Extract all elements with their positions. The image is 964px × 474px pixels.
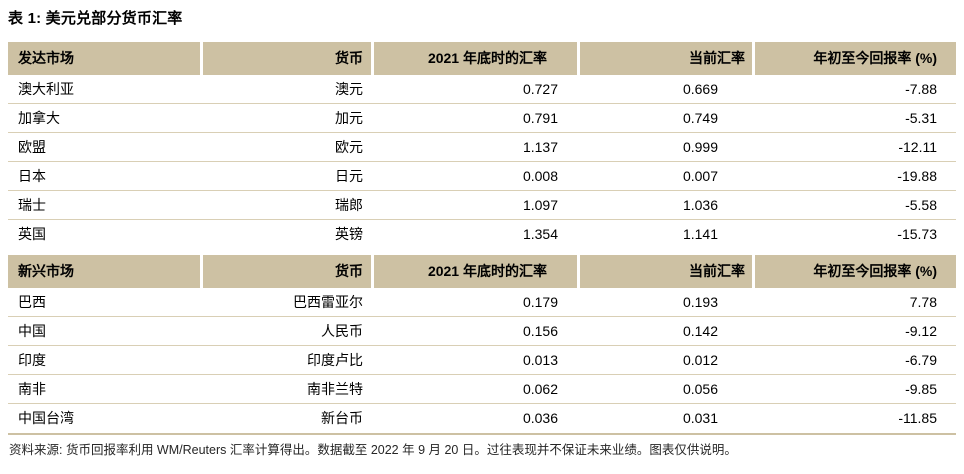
currency-cell: 英镑 xyxy=(203,220,374,249)
market-cell: 加拿大 xyxy=(8,104,203,132)
current-rate-cell: 1.141 xyxy=(580,220,755,249)
currency-cell: 人民币 xyxy=(203,317,374,345)
rate-2021-cell: 0.791 xyxy=(374,104,580,132)
current-rate-header-cell: 当前汇率 xyxy=(580,42,755,75)
emerging-header-row: 新兴市场 货币 2021 年底时的汇率 当前汇率 年初至今回报率 (%) xyxy=(8,255,956,288)
table-row: 印度 印度卢比 0.013 0.012 -6.79 xyxy=(8,346,956,375)
currency-cell: 巴西雷亚尔 xyxy=(203,288,374,316)
ytd-return-cell: -5.58 xyxy=(905,197,937,213)
ytd-return-cell: -6.79 xyxy=(905,352,937,368)
market-cell: 中国 xyxy=(8,317,203,345)
ytd-return-cell: -5.31 xyxy=(905,110,937,126)
current-rate-cell: 1.036 xyxy=(580,191,755,219)
ytd-return-header-cell: 年初至今回报率 (%) xyxy=(755,255,956,288)
section-emerging-markets: 新兴市场 货币 2021 年底时的汇率 当前汇率 年初至今回报率 (%) 巴西 … xyxy=(8,255,957,435)
rate-2021-cell: 0.008 xyxy=(374,162,580,190)
rate-2021-cell: 0.156 xyxy=(374,317,580,345)
table-row: 中国台湾 新台币 0.036 0.031 -11.85 xyxy=(8,404,956,433)
section-developed-markets: 发达市场 货币 2021 年底时的汇率 当前汇率 年初至今回报率 (%) 澳大利… xyxy=(8,42,957,249)
market-header-cell: 发达市场 xyxy=(8,42,203,75)
current-rate-header-cell: 当前汇率 xyxy=(580,255,755,288)
current-rate-cell: 0.031 xyxy=(580,404,755,433)
table-row: 日本 日元 0.008 0.007 -19.88 xyxy=(8,162,956,191)
currency-header-cell: 货币 xyxy=(203,255,374,288)
currency-cell: 新台币 xyxy=(203,404,374,433)
emerging-rows: 巴西 巴西雷亚尔 0.179 0.193 7.78 中国 人民币 0.156 0… xyxy=(8,288,956,435)
table-row: 中国 人民币 0.156 0.142 -9.12 xyxy=(8,317,956,346)
table-row: 巴西 巴西雷亚尔 0.179 0.193 7.78 xyxy=(8,288,956,317)
market-cell: 英国 xyxy=(8,220,203,249)
ytd-return-cell: -11.85 xyxy=(898,410,937,426)
rate-2021-cell: 0.179 xyxy=(374,288,580,316)
market-cell: 欧盟 xyxy=(8,133,203,161)
developed-header-row: 发达市场 货币 2021 年底时的汇率 当前汇率 年初至今回报率 (%) xyxy=(8,42,956,75)
currency-cell: 瑞郎 xyxy=(203,191,374,219)
current-rate-cell: 0.012 xyxy=(580,346,755,374)
ytd-return-cell: -19.88 xyxy=(897,168,937,184)
market-cell: 印度 xyxy=(8,346,203,374)
market-cell: 中国台湾 xyxy=(8,404,203,433)
current-rate-cell: 0.007 xyxy=(580,162,755,190)
ytd-return-cell: -9.12 xyxy=(905,323,937,339)
market-cell: 澳大利亚 xyxy=(8,75,203,103)
rate-2021-header-cell: 2021 年底时的汇率 xyxy=(374,255,580,288)
market-cell: 南非 xyxy=(8,375,203,403)
currency-cell: 加元 xyxy=(203,104,374,132)
table-row: 欧盟 欧元 1.137 0.999 -12.11 xyxy=(8,133,956,162)
currency-header-cell: 货币 xyxy=(203,42,374,75)
ytd-return-header-cell: 年初至今回报率 (%) xyxy=(755,42,956,75)
table-row: 英国 英镑 1.354 1.141 -15.73 xyxy=(8,220,956,249)
report-table-figure: 表 1: 美元兑部分货币汇率 发达市场 货币 2021 年底时的汇率 当前汇率 … xyxy=(8,10,957,457)
currency-cell: 日元 xyxy=(203,162,374,190)
table-row: 瑞士 瑞郎 1.097 1.036 -5.58 xyxy=(8,191,956,220)
source-note: 资料来源: 货币回报率利用 WM/Reuters 汇率计算得出。数据截至 202… xyxy=(9,443,737,457)
currency-cell: 澳元 xyxy=(203,75,374,103)
current-rate-cell: 0.142 xyxy=(580,317,755,345)
rate-2021-cell: 0.062 xyxy=(374,375,580,403)
ytd-return-cell: -12.11 xyxy=(898,139,937,155)
rate-2021-cell: 0.727 xyxy=(374,75,580,103)
rate-2021-cell: 1.354 xyxy=(374,220,580,249)
rate-2021-cell: 0.013 xyxy=(374,346,580,374)
market-cell: 瑞士 xyxy=(8,191,203,219)
currency-cell: 欧元 xyxy=(203,133,374,161)
current-rate-cell: 0.669 xyxy=(580,75,755,103)
current-rate-cell: 0.056 xyxy=(580,375,755,403)
market-cell: 日本 xyxy=(8,162,203,190)
current-rate-cell: 0.749 xyxy=(580,104,755,132)
table-title: 表 1: 美元兑部分货币汇率 xyxy=(8,10,183,27)
table-row: 南非 南非兰特 0.062 0.056 -9.85 xyxy=(8,375,956,404)
rate-2021-cell: 0.036 xyxy=(374,404,580,433)
ytd-return-cell: -15.73 xyxy=(897,226,937,242)
fx-rates-table: 发达市场 货币 2021 年底时的汇率 当前汇率 年初至今回报率 (%) 澳大利… xyxy=(8,42,957,435)
table-row: 澳大利亚 澳元 0.727 0.669 -7.88 xyxy=(8,75,956,104)
current-rate-cell: 0.999 xyxy=(580,133,755,161)
rate-2021-header-cell: 2021 年底时的汇率 xyxy=(374,42,580,75)
table-row: 加拿大 加元 0.791 0.749 -5.31 xyxy=(8,104,956,133)
ytd-return-cell: 7.78 xyxy=(909,294,937,310)
rate-2021-cell: 1.097 xyxy=(374,191,580,219)
current-rate-cell: 0.193 xyxy=(580,288,755,316)
currency-cell: 印度卢比 xyxy=(203,346,374,374)
ytd-return-cell: -7.88 xyxy=(905,81,937,97)
rate-2021-cell: 1.137 xyxy=(374,133,580,161)
developed-rows: 澳大利亚 澳元 0.727 0.669 -7.88 加拿大 加元 0.791 0… xyxy=(8,75,957,249)
market-cell: 巴西 xyxy=(8,288,203,316)
market-header-cell: 新兴市场 xyxy=(8,255,203,288)
ytd-return-cell: -9.85 xyxy=(905,381,937,397)
currency-cell: 南非兰特 xyxy=(203,375,374,403)
